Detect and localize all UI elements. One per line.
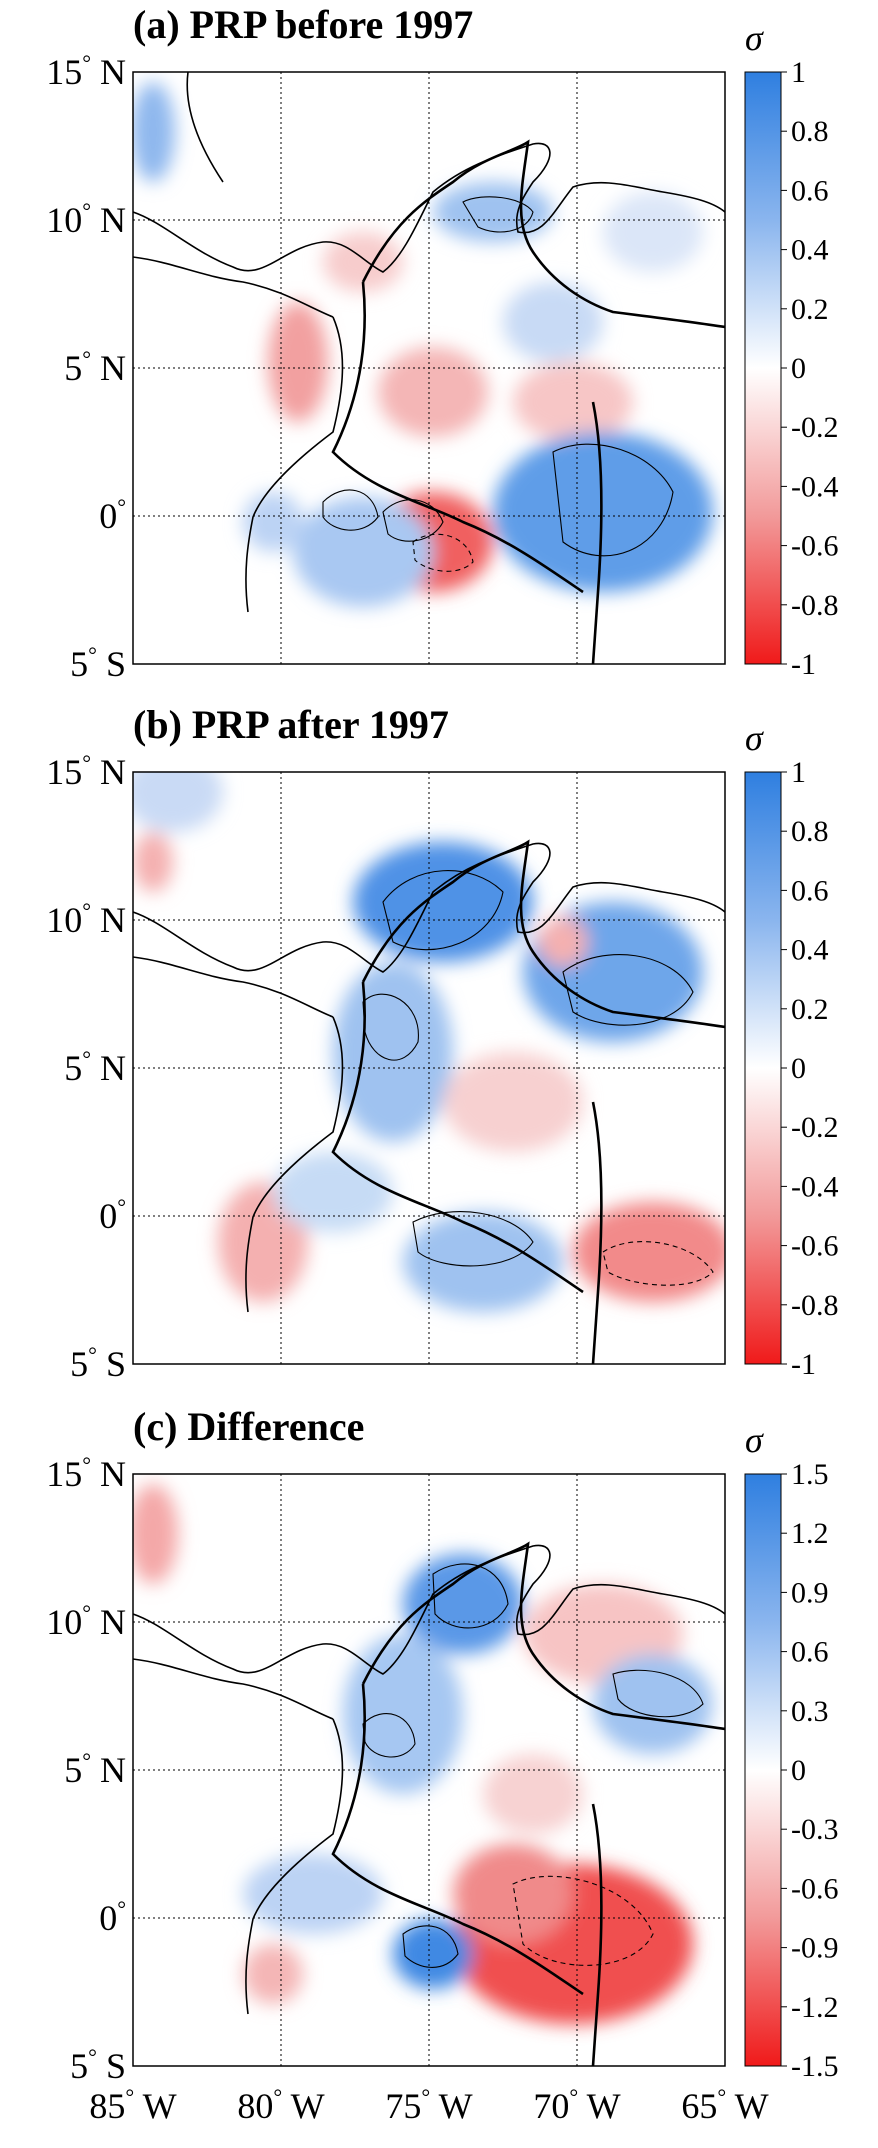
colorbar-tick-label: -0.6 [791, 1230, 839, 1263]
panel-title: (a) PRP before 1997 [133, 2, 473, 47]
colorbar-tick-label: -0.6 [791, 1872, 839, 1905]
latitude-label: 5° S [70, 642, 126, 684]
colorbar-tick-label: 0.4 [791, 234, 829, 267]
colorbar-c: σ 1.5 1.2 0.9 0.6 0.3 0 -0.3 -0.6 -0.9 -1.2 -1.5 [744, 1420, 839, 2083]
latitude-labels: 15° N 10° N 5° N 0° 5° S 15° N 10° N 5° N 0° 5° S… [46, 50, 126, 2086]
colorbar-symbol: σ [745, 18, 764, 58]
colorbar-tick-label: 1.2 [791, 1517, 829, 1550]
map-area [133, 772, 725, 1364]
panel-title: (c) Difference [133, 1404, 364, 1449]
map-frame [132, 771, 726, 1365]
country-borders [331, 139, 725, 664]
colorbar-tick-label: -1.2 [791, 1991, 839, 2024]
grid-lines [133, 72, 725, 664]
contours [362, 870, 714, 1286]
latitude-label: 5° S [70, 2044, 126, 2086]
longitude-label: 85° W [89, 2084, 176, 2126]
latitude-label: 15° N [46, 50, 126, 92]
colorbar-tick-label: -0.9 [791, 1932, 839, 1965]
colorbar-tick-label: 0.6 [791, 174, 829, 207]
latitude-label: 10° N [46, 1600, 126, 1642]
contours [362, 1563, 704, 1968]
colorbar-ramp [744, 771, 782, 1365]
latitude-label: 5° S [70, 1342, 126, 1384]
map-area [133, 1474, 725, 2066]
colorbar-tick-label: 1 [791, 756, 806, 789]
latitude-label: 0° [99, 1896, 126, 1938]
map-frame [132, 1473, 726, 2067]
country-borders [331, 839, 725, 1364]
panel-title: (b) PRP after 1997 [133, 702, 449, 747]
colorbar-tick-label: 0.6 [791, 1636, 829, 1669]
latitude-label: 15° N [46, 750, 126, 792]
latitude-label: 5° N [64, 346, 126, 388]
longitude-labels: 85° W 80° W 75° W 70° W 65° W [89, 2084, 768, 2126]
colorbar-tick-label: -0.3 [791, 1813, 839, 1846]
map-area [133, 72, 725, 664]
longitude-label: 70° W [533, 2084, 620, 2126]
colorbar-ramp [744, 1473, 782, 2067]
colorbar-tick-label: -0.2 [791, 1111, 839, 1144]
colorbar-tick-label: 0.6 [791, 874, 829, 907]
colorbar-tick-label: -1 [791, 648, 816, 681]
colorbar-tick-label: -1 [791, 1348, 816, 1381]
colorbar-tick-label: -1.5 [791, 2050, 839, 2083]
anomaly-field [133, 1484, 713, 2024]
colorbar-tick-label: -0.8 [791, 589, 839, 622]
latitude-label: 15° N [46, 1452, 126, 1494]
colorbar-tick-label: -0.8 [791, 1289, 839, 1322]
colorbar-tick-label: -0.2 [791, 411, 839, 444]
grid-lines [133, 1474, 725, 2066]
colorbar-tick-label: -0.6 [791, 530, 839, 563]
panel-c: (c) Difference [132, 1404, 726, 2067]
colorbar-symbol: σ [745, 718, 764, 758]
colorbar-tick-label: 0.8 [791, 115, 829, 148]
colorbar-tick-label: 1.5 [791, 1458, 829, 1491]
country-borders [331, 1541, 725, 2066]
colorbar-a: σ 1 0.8 0.6 0.4 0.2 0 -0.2 -0.4 -0.6 -0.8 -1 [744, 18, 839, 681]
latitude-label: 10° N [46, 898, 126, 940]
colorbar-tick-label: 0 [791, 352, 806, 385]
colorbar-tick-label: 0.2 [791, 293, 829, 326]
colorbar-tick-label: 1 [791, 56, 806, 89]
panel-b: (b) PRP after 1997 [132, 702, 726, 1365]
colorbar-tick-label: 0.2 [791, 993, 829, 1026]
colorbar-ramp [744, 71, 782, 665]
colorbar-tick-label: 0.3 [791, 1695, 829, 1728]
longitude-label: 80° W [237, 2084, 324, 2126]
latitude-label: 0° [99, 494, 126, 536]
colorbar-tick-label: 0 [791, 1754, 806, 1787]
colorbar-tick-label: -0.4 [791, 1170, 839, 1203]
colorbar-tick-label: 0.9 [791, 1576, 829, 1609]
panel-a: (a) PRP before 1997 [132, 2, 726, 665]
latitude-label: 0° [99, 1194, 126, 1236]
colorbar-tick-label: 0.8 [791, 815, 829, 848]
colorbar-tick-label: 0 [791, 1052, 806, 1085]
colorbar-tick-label: 0.4 [791, 934, 829, 967]
latitude-label: 5° N [64, 1748, 126, 1790]
colorbar-b: σ 1 0.8 0.6 0.4 0.2 0 -0.2 -0.4 -0.6 -0.8 -1 [744, 718, 839, 1381]
latitude-label: 5° N [64, 1046, 126, 1088]
contours [322, 196, 674, 572]
longitude-label: 75° W [385, 2084, 472, 2126]
latitude-label: 10° N [46, 198, 126, 240]
map-frame [132, 71, 726, 665]
anomaly-field [133, 772, 725, 1312]
colorbar-symbol: σ [745, 1420, 764, 1460]
colorbar-tick-label: -0.4 [791, 470, 839, 503]
longitude-label: 65° W [681, 2084, 768, 2126]
